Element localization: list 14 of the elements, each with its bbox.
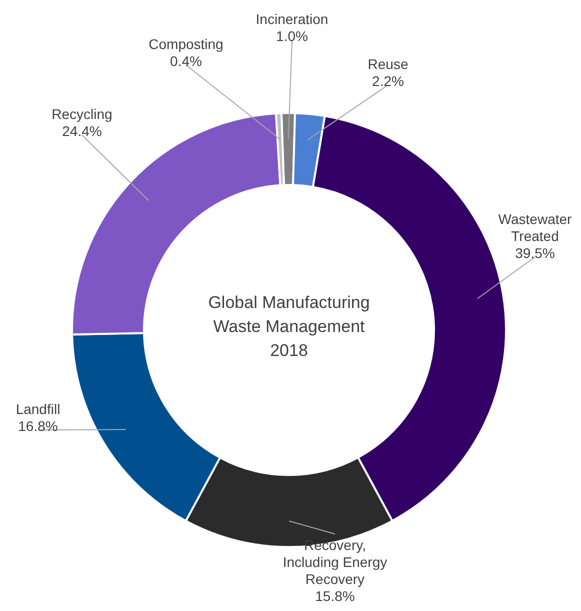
slice-label: Wastewater Treated xyxy=(498,211,572,244)
data-label: 15.8% xyxy=(315,588,355,604)
data-label: 39.5% xyxy=(515,245,555,261)
text: Global Manufacturing Waste Management 2018 xyxy=(208,293,370,360)
data-label: 2.2% xyxy=(372,73,404,89)
data-label: 16.8% xyxy=(18,418,58,434)
slice-label: Incineration xyxy=(256,11,328,27)
data-label: 0.4% xyxy=(170,53,202,69)
slice-label: Landfill xyxy=(16,401,60,417)
slice-label: Recycling xyxy=(52,106,112,122)
data-label: 24.4% xyxy=(62,123,102,139)
data-label: 1.0% xyxy=(276,28,308,44)
slice-label: Reuse xyxy=(368,56,408,72)
slice-label: Composting xyxy=(148,36,224,52)
